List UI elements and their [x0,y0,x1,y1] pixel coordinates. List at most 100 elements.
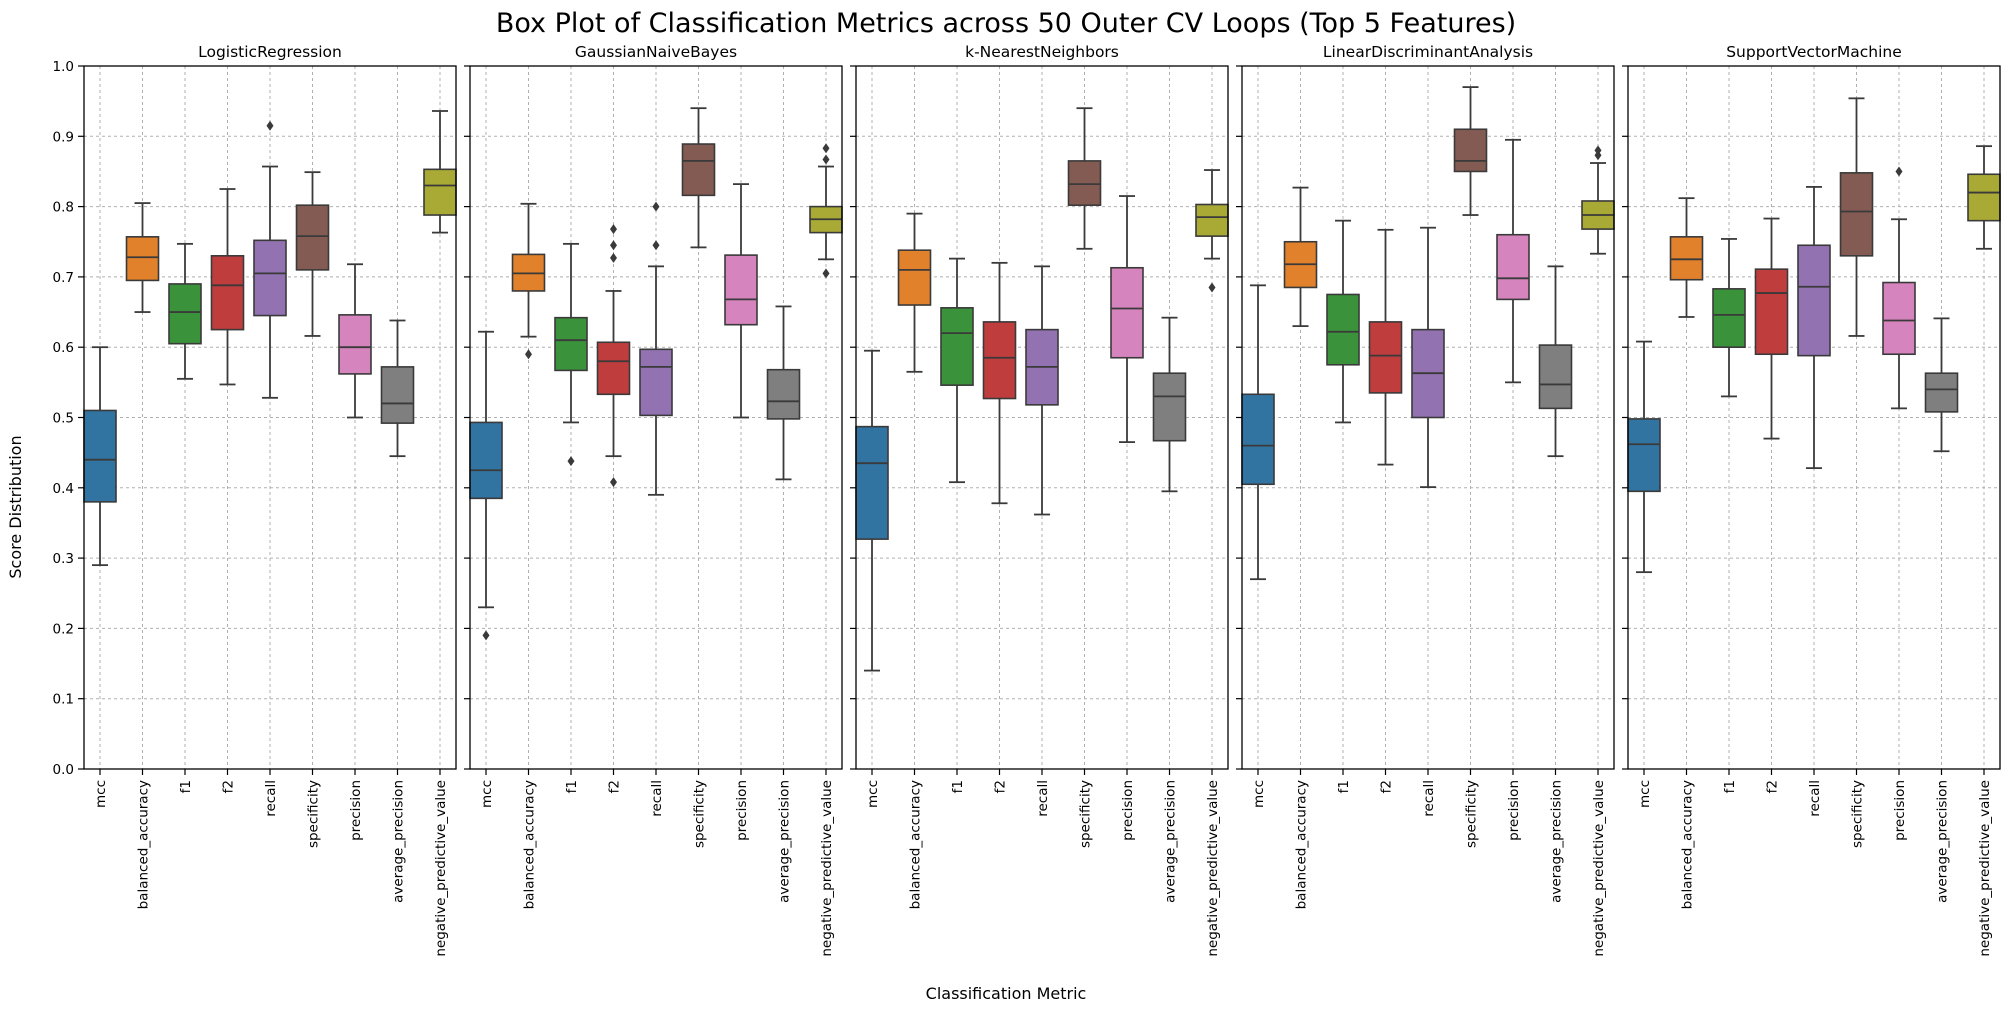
x-tick-label: precision [1892,780,1908,841]
x-tick-label: mcc [865,780,881,808]
iqr-box [766,368,801,420]
box-f1 [554,242,588,467]
iqr-box [1241,393,1275,486]
box-f2 [1368,228,1403,466]
box-balanced_accuracy [897,212,932,373]
panels-group: LogisticRegression 0.0 0.1 0.2 0.3 0.4 0.5 0.6 0… [53,43,2001,957]
x-tick-label: f2 [993,780,1009,793]
y-tick-label: 0.8 [53,200,74,216]
x-tick-label: f1 [178,780,194,793]
iqr-box [1067,160,1102,206]
y-tick-label: 1.0 [53,59,74,75]
outlier-point [482,630,490,641]
box-specificity [295,171,330,337]
iqr-box [855,425,889,540]
outlier-point [822,154,830,165]
x-tick-label: balanced_accuracy [522,780,538,909]
iqr-box [423,168,457,216]
box-precision [338,263,372,419]
panel-4: SupportVectorMachine mcc balanced_accuracy… [1622,43,2001,957]
x-tick-label: negative_predictive_value [433,780,449,957]
box-f1 [940,257,974,484]
iqr-box [469,421,503,500]
x-tick-label: f2 [607,780,623,793]
iqr-box [295,204,330,271]
box-mcc [1627,340,1661,574]
box-balanced_accuracy [125,202,160,313]
x-tick-label: precision [734,780,750,841]
y-tick-label: 0.9 [53,129,74,145]
box-mcc [83,346,117,567]
iqr-box [1967,173,2001,222]
box-precision [1496,138,1530,384]
x-tick-label: negative_predictive_value [1591,780,1607,957]
box-average_precision [1152,316,1187,493]
box-balanced_accuracy [511,202,546,360]
iqr-box [1110,266,1144,359]
x-tick-label: recall [263,780,279,817]
outlier-point [525,349,532,360]
iqr-box [681,143,716,197]
iqr-box [1195,203,1229,237]
y-tick-label: 0.2 [53,621,74,637]
x-tick-label: f2 [1379,780,1395,793]
iqr-box [1712,288,1746,349]
box-f2 [982,261,1017,505]
x-tick-label: f2 [1765,780,1781,793]
x-tick-label: f2 [221,780,237,793]
panel-1: GaussianNaiveBayes mcc balanced_accuracy f1… [464,43,843,957]
box-average_precision [1924,317,1959,453]
iqr-box [1538,344,1573,410]
outlier-point [652,201,660,212]
x-tick-label: f1 [1336,780,1352,793]
y-axis-label: Score Distribution [6,435,25,578]
box-average_precision [1538,265,1573,458]
box-average_precision [766,305,801,481]
x-tick-label: mcc [1251,780,1267,808]
iqr-box [338,314,372,375]
iqr-box [1152,372,1187,442]
panel-title: SupportVectorMachine [1726,43,1902,61]
box-f2 [1754,217,1789,440]
box-f1 [1712,238,1746,398]
x-tick-label: specificity [1464,780,1480,848]
iqr-box [639,348,673,417]
outlier-point [610,477,617,488]
iqr-box [554,316,588,372]
x-tick-label: negative_predictive_value [1205,780,1221,957]
iqr-box [982,321,1017,400]
x-tick-label: specificity [692,780,708,848]
x-tick-label: mcc [93,780,109,808]
x-tick-label: mcc [479,780,495,808]
iqr-box [1797,244,1831,357]
outlier-point [1208,282,1216,293]
iqr-box [1882,281,1916,356]
y-tick-label: 0.6 [53,340,74,356]
panel-0: LogisticRegression 0.0 0.1 0.2 0.3 0.4 0.5 0.6 0… [53,43,457,957]
box-recall [1797,186,1831,470]
box-precision [724,183,758,419]
x-tick-label: balanced_accuracy [1680,780,1696,909]
box-specificity [1453,86,1488,216]
outlier-point [567,456,575,467]
iqr-box [1839,172,1874,257]
iqr-box [596,341,631,396]
y-tick-label: 0.0 [53,762,74,778]
outlier-point [822,143,830,154]
x-tick-label: average_precision [1935,780,1951,903]
y-tick-label: 0.7 [53,270,74,286]
box-f2 [596,224,631,488]
panel-title: LogisticRegression [198,43,342,61]
panel-3: LinearDiscriminantAnalysis mcc balanced_ac… [1236,43,1615,957]
x-tick-label: recall [1421,780,1437,817]
panel-2: k-NearestNeighbors mcc balanced_accuracy f1… [850,43,1229,957]
box-mcc [855,349,889,672]
box-negative_predictive_value [1581,145,1615,255]
iqr-box [1669,236,1704,281]
y-tick-label: 0.3 [53,551,74,567]
iqr-box [1496,233,1530,301]
iqr-box [1326,293,1360,366]
x-tick-label: specificity [1850,780,1866,848]
box-precision [1110,195,1144,444]
